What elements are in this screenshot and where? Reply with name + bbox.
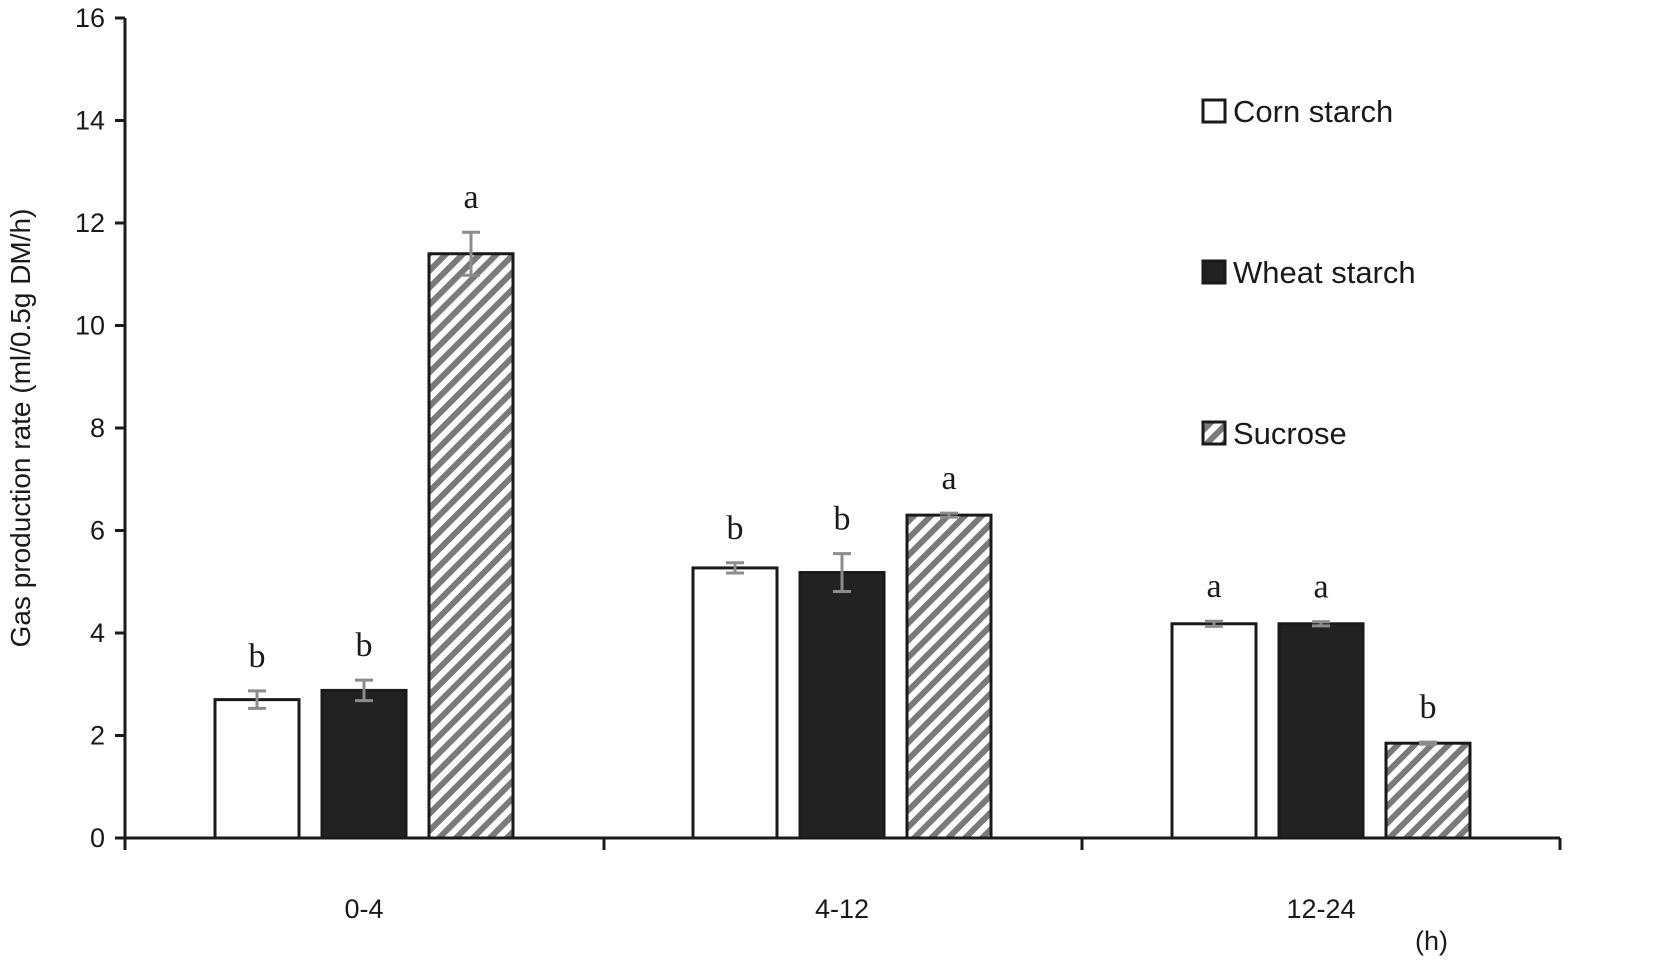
error-bar-corn-starch-12-24 <box>1205 619 1223 628</box>
y-tick-label-16: 16 <box>75 3 105 33</box>
y-tick-label-6: 6 <box>90 516 105 546</box>
x-tick-label-12-24: 12-24 <box>1286 894 1355 924</box>
y-tick-label-12: 12 <box>75 208 105 238</box>
bar-sucrose-4-12 <box>905 513 993 840</box>
y-tick-label-0: 0 <box>90 823 105 853</box>
error-bar-wheat-starch-12-24 <box>1312 620 1330 628</box>
legend-label-sucrose: Sucrose <box>1233 416 1347 451</box>
bar-sucrose-12-24 <box>1384 741 1472 840</box>
y-axis-ticks: 0 2 4 6 8 10 12 14 16 <box>75 3 125 853</box>
bar-corn-starch-12-24 <box>1170 622 1258 840</box>
y-tick-label-8: 8 <box>90 413 105 443</box>
sig-label-corn-starch-12-24: a <box>1206 568 1221 605</box>
sig-label-wheat-starch-4-12: b <box>834 501 851 538</box>
bar-wheat-starch-0-4 <box>320 688 408 840</box>
legend-swatch-sucrose <box>1201 420 1227 446</box>
legend-swatch-wheat-starch <box>1201 259 1227 285</box>
error-bar-corn-starch-0-4 <box>248 689 266 710</box>
error-bar-sucrose-0-4 <box>462 230 480 277</box>
error-bars-group <box>248 230 1437 746</box>
sig-label-sucrose-4-12: a <box>941 460 956 497</box>
legend-item-wheat-starch: Wheat starch <box>1201 255 1416 290</box>
sig-label-sucrose-12-24: b <box>1420 689 1437 726</box>
legend-item-corn-starch: Corn starch <box>1201 94 1393 129</box>
error-bar-wheat-starch-4-12 <box>833 552 851 593</box>
bar-corn-starch-0-4 <box>213 698 301 840</box>
y-tick-label-4: 4 <box>90 618 105 648</box>
sig-label-corn-starch-4-12: b <box>727 510 744 547</box>
y-axis-title: Gas production rate (ml/0.5g DM/h) <box>5 209 36 648</box>
y-tick-label-10: 10 <box>75 311 105 341</box>
bar-sucrose-0-4 <box>427 252 515 840</box>
error-bar-sucrose-4-12 <box>940 511 958 519</box>
significance-labels-group: b b a b b a a a b <box>249 179 1437 726</box>
bars-group <box>213 252 1472 840</box>
error-bar-wheat-starch-0-4 <box>355 678 373 703</box>
legend-label-corn-starch: Corn starch <box>1233 94 1393 129</box>
x-tick-label-4-12: 4-12 <box>815 894 869 924</box>
error-bar-sucrose-12-24 <box>1419 740 1437 746</box>
bar-wheat-starch-4-12 <box>798 571 886 840</box>
x-axis-unit-label: (h) <box>1415 926 1448 956</box>
error-bar-corn-starch-4-12 <box>726 561 744 575</box>
legend-swatch-corn-starch <box>1201 98 1227 124</box>
sig-label-wheat-starch-12-24: a <box>1313 569 1328 606</box>
x-axis-ticks: 0-4 4-12 12-24 <box>123 838 1562 924</box>
sig-label-wheat-starch-0-4: b <box>356 627 373 664</box>
legend: Corn starch Wheat starch Sucrose <box>1201 94 1416 451</box>
legend-item-sucrose: Sucrose <box>1201 416 1347 451</box>
bar-corn-starch-4-12 <box>691 566 779 840</box>
x-tick-label-0-4: 0-4 <box>344 894 383 924</box>
bar-wheat-starch-12-24 <box>1277 622 1365 840</box>
sig-label-sucrose-0-4: a <box>463 179 478 216</box>
y-tick-label-2: 2 <box>90 721 105 751</box>
legend-label-wheat-starch: Wheat starch <box>1233 255 1416 290</box>
y-tick-label-14: 14 <box>75 106 105 136</box>
sig-label-corn-starch-0-4: b <box>249 638 266 675</box>
